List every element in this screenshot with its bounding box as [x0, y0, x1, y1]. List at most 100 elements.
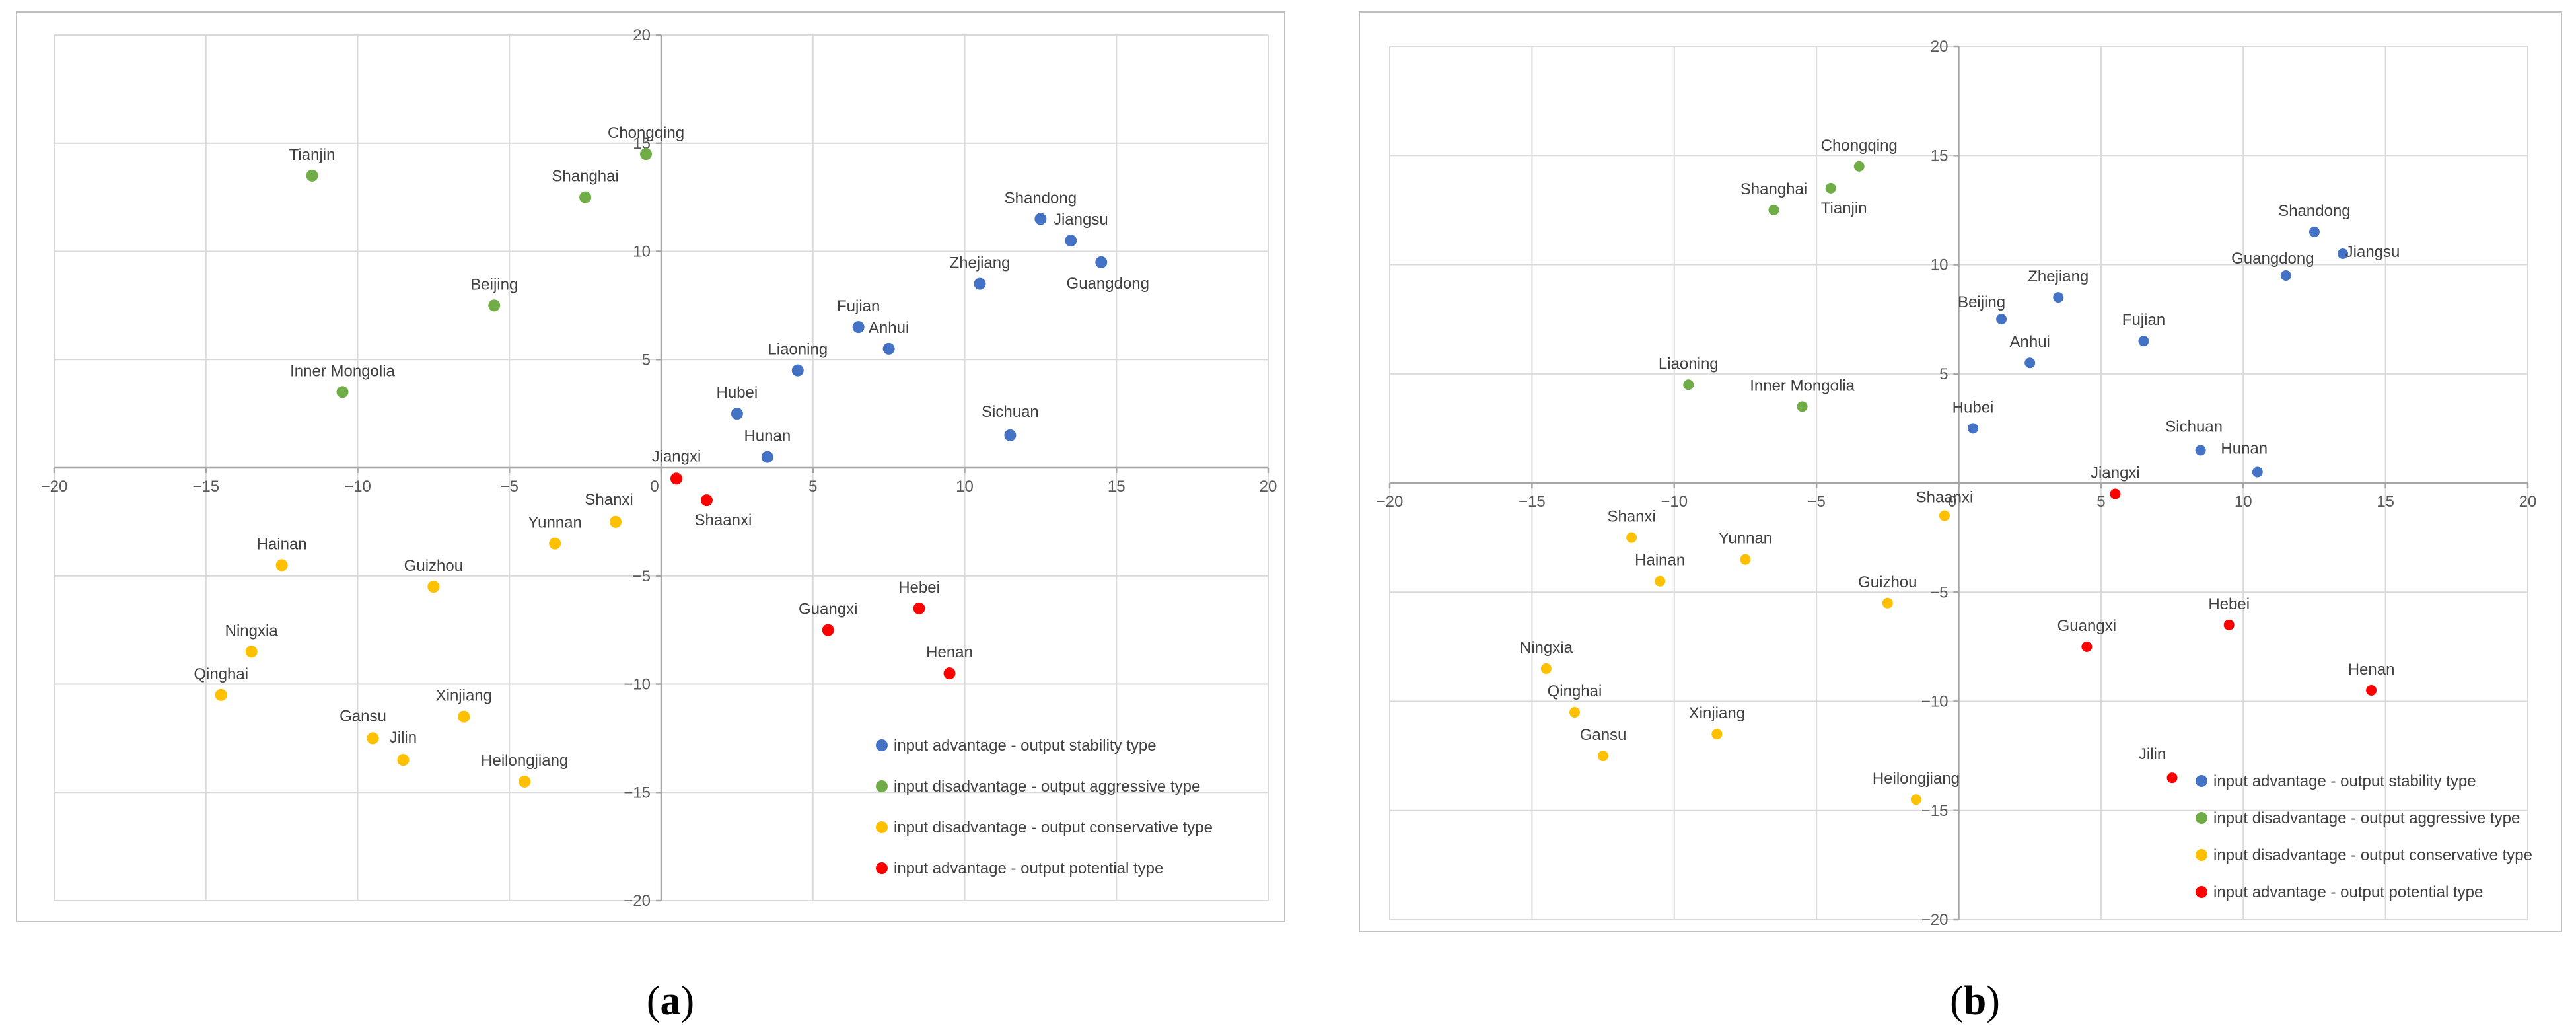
data-point: [1910, 794, 1921, 805]
data-point: [2223, 619, 2235, 630]
data-point: [2338, 248, 2349, 259]
point-label: Hebei: [898, 579, 940, 597]
y-tick-label: −15: [624, 784, 651, 801]
data-point: [2280, 270, 2291, 281]
data-point: [2024, 357, 2036, 369]
caption-b-letter: b: [1964, 979, 1986, 1023]
data-point: [1711, 729, 1723, 740]
point-label: Chongqing: [1821, 137, 1898, 155]
data-point: [1626, 532, 1637, 543]
legend-label: input disadvantage - output conservative…: [894, 819, 1213, 836]
point-label: Shanxi: [585, 491, 633, 509]
point-label: Guangdong: [1067, 275, 1149, 293]
caption-a: (a): [647, 979, 694, 1023]
point-label: Guangxi: [799, 601, 857, 618]
data-point: [458, 710, 470, 723]
point-label: Guangdong: [2231, 250, 2314, 268]
point-label: Guangxi: [2057, 617, 2116, 635]
legend-marker: [2196, 849, 2207, 861]
data-point: [579, 191, 592, 203]
caption-a-letter: a: [661, 979, 681, 1023]
point-label: Qinghai: [194, 665, 248, 683]
x-tick-label: 0: [650, 478, 659, 496]
x-tick-label: 20: [2519, 493, 2537, 511]
panel-a: −20 −15 −10 −5 0 5 10 15 20−20−15−10−55101520Sha…: [16, 11, 1285, 922]
x-tick-label: 15: [1108, 478, 1126, 496]
point-label: Jiangxi: [652, 447, 701, 465]
data-point: [1740, 554, 1751, 565]
point-label: Sichuan: [982, 403, 1039, 421]
data-point: [1095, 256, 1108, 268]
point-label: Hebei: [2208, 595, 2250, 613]
point-label: Gansu: [340, 707, 386, 725]
x-tick-label: 20: [1260, 478, 1277, 496]
point-label: Tianjin: [289, 146, 336, 164]
data-point: [882, 342, 895, 355]
data-point: [943, 667, 956, 680]
point-label: Jiangsu: [1054, 211, 1108, 229]
data-point: [336, 386, 349, 398]
data-point: [2110, 488, 2121, 499]
point-label: Shanghai: [1740, 180, 1807, 198]
point-label: Shandong: [1005, 189, 1077, 207]
point-label: Henan: [926, 644, 973, 661]
y-tick-label: −15: [1921, 802, 1949, 820]
y-tick-label: −10: [624, 676, 651, 694]
point-label: Yunnan: [1719, 530, 1772, 548]
legend-marker: [876, 862, 888, 874]
data-point: [2308, 226, 2320, 237]
point-label: Tianjin: [1821, 200, 1867, 217]
data-point: [610, 515, 622, 528]
x-tick-label: 0: [1948, 493, 1956, 511]
data-point: [1540, 663, 1552, 674]
data-point: [367, 732, 379, 745]
legend-label: input advantage - output potential type: [2213, 883, 2483, 901]
y-tick-label: −5: [1930, 583, 1948, 601]
data-point: [1004, 429, 1017, 441]
data-point: [822, 624, 834, 636]
legend-marker: [2196, 812, 2207, 824]
point-label: Liaoning: [768, 341, 828, 359]
legend-label: input advantage - output stability type: [2213, 772, 2476, 790]
y-tick-label: 10: [633, 243, 651, 261]
point-label: Shaanxi: [1916, 489, 1974, 507]
point-label: Shaanxi: [695, 511, 752, 529]
x-tick-label: −15: [192, 478, 219, 496]
point-label: Zhejiang: [2028, 268, 2089, 285]
y-tick-label: 10: [1931, 256, 1949, 274]
panel-b: −20 −15 −10 −5 0 5 10 15 20 −20 −15 −10 −5 5 10 15 20 Sha…: [1359, 11, 2562, 932]
y-tick-label: −20: [624, 892, 651, 910]
x-tick-label: −5: [501, 478, 519, 496]
data-point: [1768, 204, 1779, 215]
point-label: Guizhou: [404, 557, 463, 575]
point-label: Chongqing: [608, 124, 684, 142]
point-label: Fujian: [2122, 311, 2165, 329]
legend-label: input advantage - output stability type: [894, 737, 1157, 755]
x-tick-label: 5: [808, 478, 817, 496]
data-point: [1882, 597, 1893, 609]
data-point: [2081, 641, 2093, 652]
point-label: Shandong: [2278, 202, 2350, 220]
data-point: [700, 494, 713, 507]
point-label: Gansu: [1580, 726, 1627, 744]
data-point: [215, 688, 227, 701]
data-point: [2138, 336, 2149, 347]
point-label: Hainan: [257, 535, 307, 553]
data-point: [2252, 466, 2263, 478]
point-label: Yunnan: [528, 514, 581, 532]
point-label: Guizhou: [1858, 573, 1917, 591]
point-label: Shanghai: [552, 168, 618, 186]
caption-b: (b): [1950, 979, 2000, 1023]
data-point: [1797, 401, 1808, 412]
point-label: Qinghai: [1548, 683, 1602, 700]
chart-frame: [1359, 11, 2562, 932]
legend-marker: [2196, 775, 2207, 787]
data-point: [488, 299, 501, 312]
point-label: Heilongjiang: [481, 752, 568, 770]
data-point: [791, 364, 804, 377]
point-label: Jilin: [2139, 745, 2166, 763]
caption-b-open: (: [1950, 979, 1964, 1023]
data-point: [1996, 314, 2007, 325]
y-tick-label: −10: [1921, 693, 1949, 711]
data-point: [852, 321, 865, 334]
